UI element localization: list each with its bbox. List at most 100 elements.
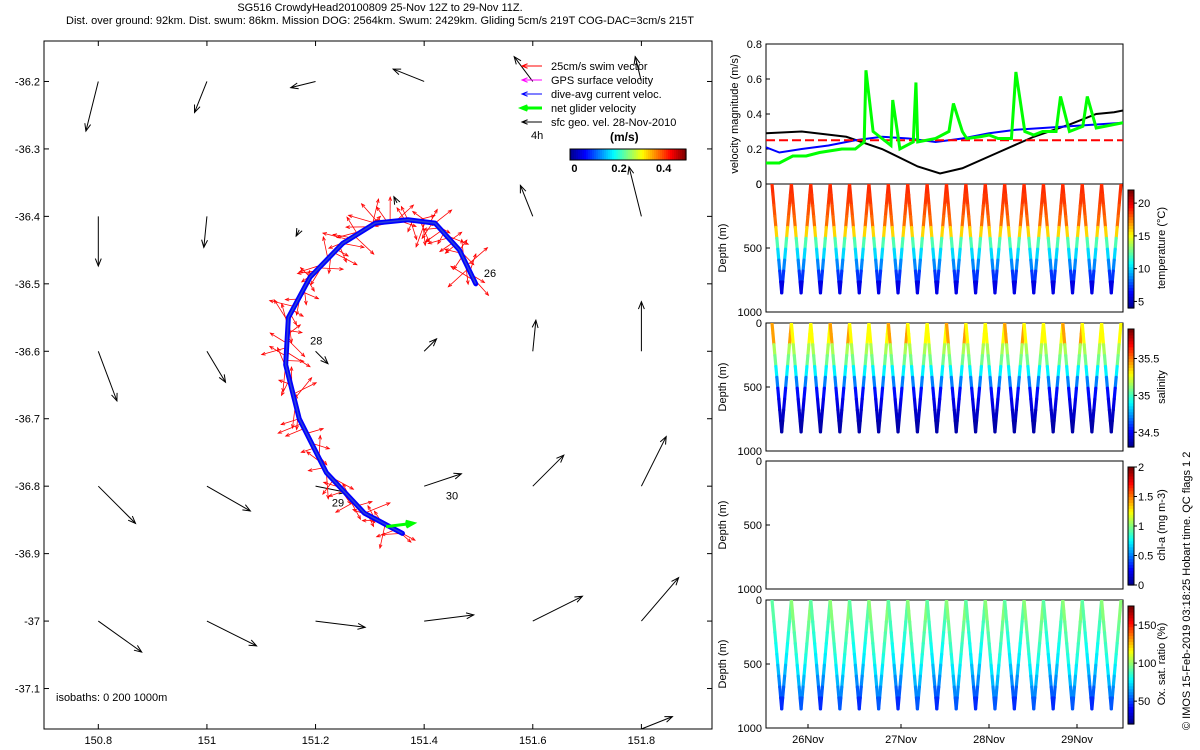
- climb-segment: [780, 696, 785, 711]
- climb-segment: [1111, 397, 1116, 412]
- dive-segment: [927, 343, 932, 358]
- section-colorbar-frame: [1127, 328, 1135, 448]
- climb-segment: [1094, 236, 1099, 251]
- dive-segment: [1107, 685, 1112, 700]
- dive-segment: [1025, 631, 1030, 646]
- climb-segment: [818, 696, 824, 711]
- dive-segment: [867, 323, 872, 336]
- swim-vector: [322, 235, 329, 259]
- section-colorbar-swatch: [1128, 606, 1134, 610]
- climb-segment: [935, 419, 940, 434]
- geo-velocity-arrow-head: [574, 595, 584, 603]
- dive-segment: [909, 354, 914, 369]
- climb-segment: [1016, 652, 1021, 667]
- dive-segment: [872, 375, 877, 390]
- section-colorbar-swatch: [1128, 275, 1134, 280]
- climb-segment: [882, 631, 888, 646]
- dive-segment: [951, 674, 956, 689]
- swim-vector: [371, 198, 380, 226]
- climb-segment: [841, 663, 846, 678]
- climb-segment: [864, 343, 869, 358]
- dive-segment: [983, 184, 988, 197]
- section-colorbar-swatch: [1128, 659, 1134, 663]
- climb-segment: [959, 364, 964, 379]
- swim-vector: [360, 203, 379, 224]
- climb-segment: [1112, 386, 1117, 401]
- section-colorbar-swatch: [1128, 576, 1134, 580]
- map-xtick-label: 151: [198, 735, 216, 747]
- dive-segment: [849, 343, 855, 358]
- climb-segment: [1014, 397, 1019, 412]
- climb-segment: [839, 269, 844, 284]
- dive-segment: [1062, 609, 1067, 624]
- climb-segment: [877, 419, 882, 434]
- dive-segment: [894, 408, 899, 423]
- climb-segment: [781, 685, 786, 700]
- climb-segment: [820, 258, 825, 273]
- climb-segment: [1090, 280, 1095, 295]
- dive-segment: [834, 247, 839, 262]
- climb-segment: [916, 269, 921, 284]
- section-colorbar-swatch: [1128, 426, 1134, 430]
- climb-segment: [804, 225, 809, 240]
- geo-velocity-arrow: [97, 485, 137, 525]
- climb-segment: [961, 343, 966, 358]
- climb-segment: [883, 204, 888, 219]
- dive-segment: [908, 620, 913, 635]
- dive-segment: [1084, 641, 1089, 657]
- swim-vector-head: [295, 425, 299, 431]
- climb-segment: [1039, 609, 1045, 624]
- swim-vector-head: [312, 382, 318, 387]
- section-data: [770, 600, 1123, 711]
- dive-segment: [893, 397, 898, 412]
- dive-segment: [814, 236, 819, 251]
- climb-segment: [880, 236, 886, 251]
- dive-segment: [1082, 204, 1087, 219]
- dive-segment: [1048, 258, 1053, 273]
- climb-segment: [862, 364, 867, 379]
- dive-segment: [830, 620, 835, 635]
- dive-segment: [908, 204, 913, 219]
- section-colorbar-swatch: [1128, 629, 1134, 634]
- climb-segment: [898, 397, 903, 412]
- swim-vector-head: [327, 245, 333, 249]
- geo-velocity-arrow-head: [320, 356, 329, 365]
- dive-segment: [1067, 247, 1072, 262]
- climb-segment: [803, 236, 808, 251]
- climb-segment: [1032, 696, 1037, 711]
- climb-segment: [802, 386, 807, 401]
- climb-segment: [960, 215, 965, 230]
- dive-segment: [828, 323, 833, 336]
- dive-segment: [950, 247, 955, 262]
- geo-velocity-arrow: [513, 55, 534, 82]
- section-colorbar-swatch: [1128, 329, 1134, 333]
- swim-vector-shaft: [466, 247, 488, 266]
- climb-segment: [1109, 280, 1114, 295]
- section-colorbar-swatch: [1128, 287, 1134, 291]
- dive-segment: [967, 631, 972, 646]
- dive-segment: [1041, 323, 1047, 336]
- swim-vector: [434, 209, 453, 224]
- climb-segment: [923, 193, 928, 208]
- swim-vector-head: [307, 376, 313, 382]
- climb-segment: [1098, 193, 1103, 208]
- climb-segment: [822, 375, 827, 390]
- colorbar-swatch: [570, 149, 573, 160]
- geo-velocity-arrow: [206, 351, 227, 384]
- climb-segment: [859, 674, 864, 689]
- section-colorbar-swatch: [1128, 467, 1134, 471]
- section-colorbar-swatch: [1128, 257, 1134, 262]
- climb-segment: [976, 386, 982, 401]
- geo-velocity-arrow: [633, 55, 642, 82]
- section-colorbar-tick-label: 5: [1138, 296, 1144, 308]
- dive-segment: [964, 323, 969, 336]
- climb-segment: [839, 408, 844, 423]
- map-ytick-label: -36.7: [15, 414, 40, 426]
- dive-segment: [849, 204, 855, 219]
- colorbar-swatch: [610, 149, 613, 160]
- section-colorbar-swatch: [1128, 198, 1134, 203]
- colorbar-swatch: [670, 149, 673, 160]
- climb-segment: [1056, 364, 1061, 379]
- section-colorbar-tick-label: 34.5: [1138, 427, 1159, 439]
